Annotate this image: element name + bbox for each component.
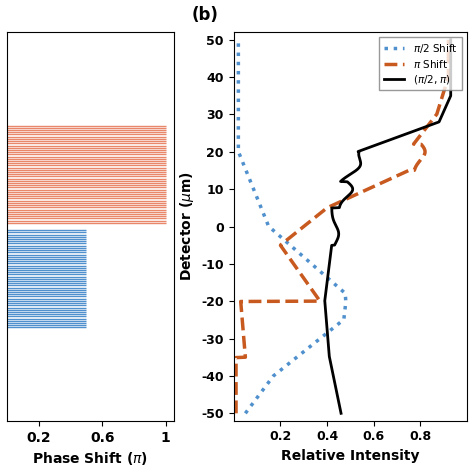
Legend: $\pi$/2 Shift, $\pi$ Shift, ($\pi$/2, $\pi$): $\pi$/2 Shift, $\pi$ Shift, ($\pi$/2, $\…	[380, 37, 462, 90]
Text: (b): (b)	[191, 7, 219, 25]
X-axis label: Phase Shift ($\pi$): Phase Shift ($\pi$)	[32, 450, 148, 467]
X-axis label: Relative Intensity: Relative Intensity	[281, 449, 419, 463]
Y-axis label: Detector ($\mu$m): Detector ($\mu$m)	[178, 172, 196, 282]
